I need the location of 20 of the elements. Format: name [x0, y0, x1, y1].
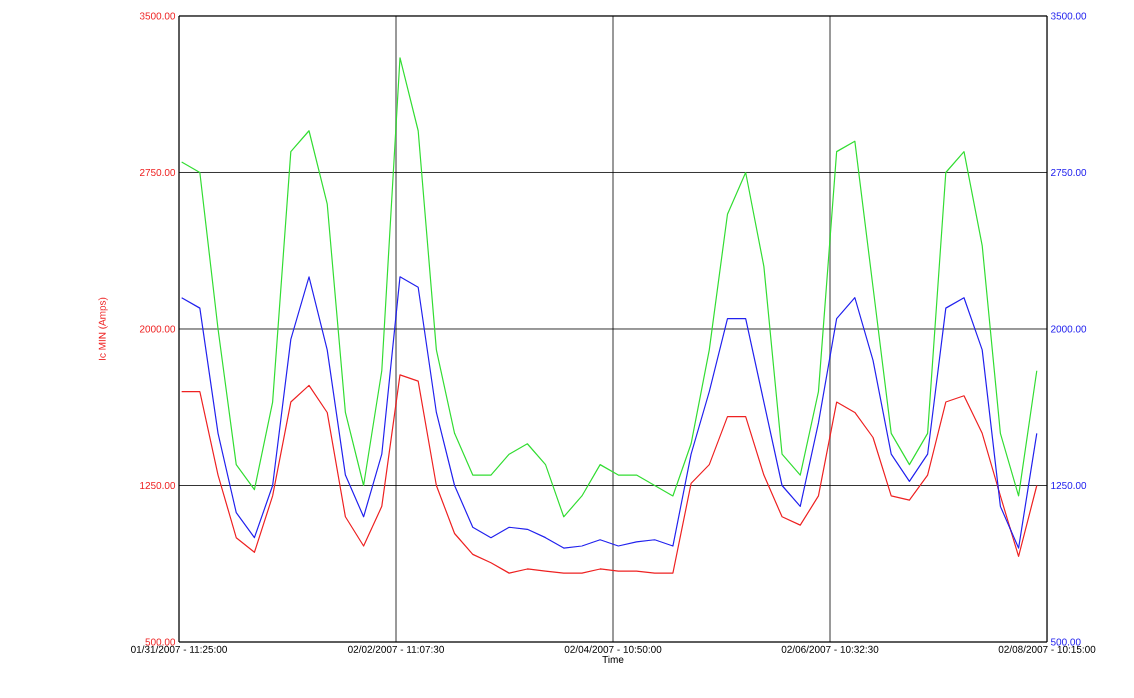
y2-tick-label: 2000.00 — [1051, 325, 1087, 333]
line-series — [181, 276, 1038, 549]
x-axis-title: Time — [602, 655, 624, 663]
y-tick-label: 3500.00 — [139, 12, 176, 20]
x-tick-label: 02/02/2007 - 11:07:30 — [348, 645, 444, 653]
y-axis-title: Ic MIN (Amps) — [98, 297, 108, 360]
y2-tick-label: 500.00 — [1050, 638, 1081, 646]
x-tick-label: 02/06/2007 - 10:32:30 — [781, 645, 879, 653]
x-tick-label: 02/08/2007 - 10:15:00 — [998, 645, 1096, 653]
y2-tick-label: 1250.00 — [1051, 481, 1087, 490]
y-tick-label: 2000.00 — [139, 325, 176, 333]
x-tick-label: 02/04/2007 - 10:50:00 — [564, 645, 662, 653]
y2-tick-label: 2750.00 — [1051, 168, 1087, 177]
y-tick-label: 500.00 — [145, 638, 176, 646]
x-tick-label: 01/31/2007 - 11:25:00 — [131, 645, 227, 653]
line-series — [181, 374, 1038, 574]
y-tick-label: 1250.00 — [140, 481, 176, 490]
y2-tick-label: 3500.00 — [1050, 12, 1087, 20]
line-series — [181, 57, 1038, 518]
y-tick-label: 2750.00 — [139, 168, 176, 177]
